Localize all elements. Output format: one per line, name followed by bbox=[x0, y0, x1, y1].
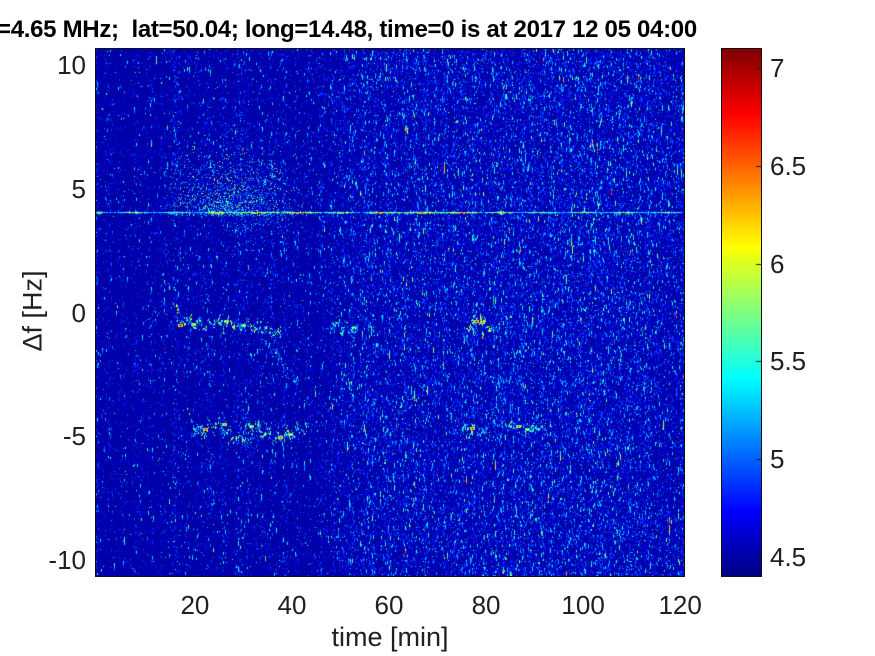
x-tick-label: 60 bbox=[374, 590, 404, 620]
x-tick-label: 20 bbox=[180, 590, 210, 620]
y-tick-label: -10 bbox=[48, 544, 86, 575]
x-axis-label: time [min] bbox=[331, 622, 449, 652]
page-title: =4.65 MHz; lat=50.04; long=14.48, time=0… bbox=[0, 16, 697, 43]
spectrogram-plot-area bbox=[95, 48, 685, 577]
colorbar-tick-label: 4.5 bbox=[770, 542, 807, 573]
x-tick-label: 120 bbox=[658, 590, 702, 620]
colorbar-tick-label: 5 bbox=[770, 444, 785, 475]
y-tick-label: -5 bbox=[62, 421, 86, 452]
colorbar-tick-label: 6.5 bbox=[770, 150, 807, 181]
colorbar-tick-label: 5.5 bbox=[770, 346, 807, 377]
y-tick-label: 5 bbox=[71, 173, 86, 204]
y-tick-label: 10 bbox=[57, 50, 86, 81]
x-tick-label: 80 bbox=[471, 590, 501, 620]
colorbar-tick-label: 6 bbox=[770, 248, 785, 279]
spectrogram-heatmap-canvas bbox=[95, 48, 685, 577]
x-tick-label: 100 bbox=[561, 590, 605, 620]
colorbar-gradient-canvas bbox=[721, 48, 762, 577]
x-tick-label: 40 bbox=[277, 590, 307, 620]
colorbar bbox=[721, 48, 762, 577]
colorbar-tick-label: 7 bbox=[770, 52, 785, 83]
y-tick-label: 0 bbox=[71, 297, 86, 328]
